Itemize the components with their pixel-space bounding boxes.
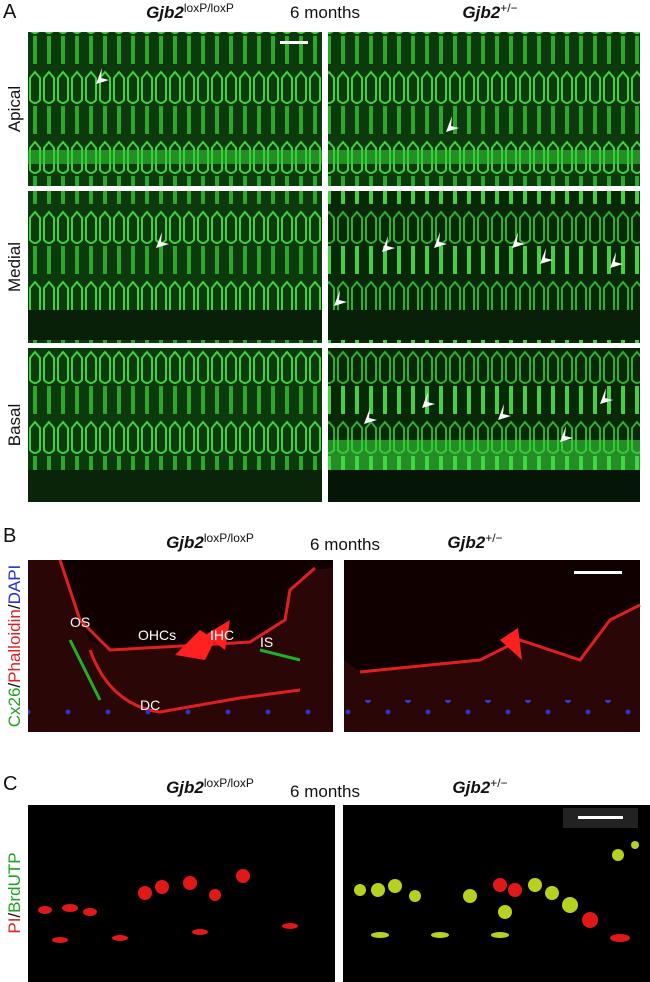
annotation: OHCs	[138, 627, 176, 643]
label-part: +/−	[490, 776, 507, 790]
label-part: Gjb2	[462, 3, 500, 22]
genotype-label: Gjb2loxP/loxP	[166, 776, 254, 797]
label-part: PI	[5, 918, 24, 934]
label-part: Gjb2	[146, 3, 184, 22]
micrograph-pair	[28, 559, 641, 732]
label-part: loxP/loxP	[184, 1, 234, 15]
label-part: loxP/loxP	[204, 776, 254, 790]
row-label: Apical	[5, 86, 24, 132]
genotype-label: Gjb2+/−	[452, 776, 507, 797]
label-part: Gjb2	[452, 778, 490, 797]
panel-letter: A	[3, 1, 17, 23]
stain-label: PI/BrdUTP	[5, 852, 24, 933]
panel-letter: C	[3, 773, 17, 795]
genotype-label: Gjb2loxP/loxP	[146, 1, 234, 22]
micrograph-grid	[28, 32, 640, 502]
genotype-label: Gjb2+/−	[462, 1, 517, 22]
micrograph-pair	[28, 805, 650, 982]
label-part: Gjb2	[166, 778, 204, 797]
time-label: 6 months	[290, 3, 360, 22]
annotation: IHC	[210, 627, 234, 643]
label-part: +/−	[500, 1, 517, 15]
label-part: BrdUTP	[5, 852, 24, 912]
annotation: IS	[260, 634, 273, 650]
label-part: DAPI	[5, 565, 24, 605]
label-part: Cx26	[5, 688, 24, 728]
time-label: 6 months	[310, 535, 380, 554]
stain-label: Cx26/Phalloidin/DAPI	[5, 565, 24, 728]
label-part: /	[5, 683, 24, 688]
label-part: +/−	[485, 531, 502, 545]
annotation: DC	[140, 697, 160, 713]
label-part: Gjb2	[447, 533, 485, 552]
label-part: /	[5, 604, 24, 609]
label-part: loxP/loxP	[204, 531, 254, 545]
panel-letter: B	[3, 525, 16, 547]
row-label: Basal	[5, 404, 24, 447]
annotation: OS	[70, 614, 90, 630]
label-part: Gjb2	[166, 533, 204, 552]
label-part: /	[5, 913, 24, 918]
genotype-label: Gjb2loxP/loxP	[166, 531, 254, 552]
time-label: 6 months	[290, 782, 360, 801]
label-part: Phalloidin	[5, 609, 24, 683]
genotype-label: Gjb2+/−	[447, 531, 502, 552]
row-label: Medial	[5, 242, 24, 292]
